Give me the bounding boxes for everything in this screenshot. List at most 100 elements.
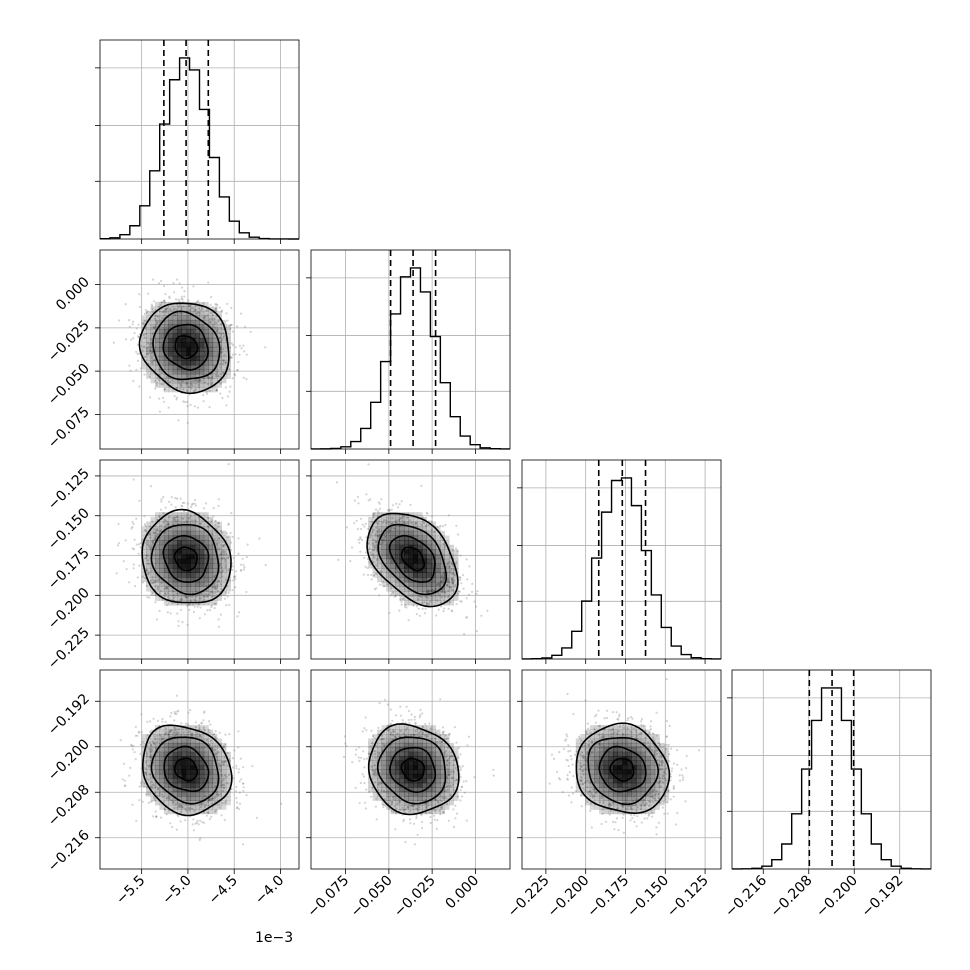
density-cell [217,572,222,578]
sample-point [460,582,463,585]
density-cell [146,787,151,792]
sample-point [140,344,143,347]
sample-point [444,523,447,527]
density-cell [395,782,400,788]
sample-point [219,382,222,385]
density-cell [168,355,174,361]
density-cell [177,595,182,601]
density-cell [208,800,214,806]
density-cell [408,734,414,739]
sample-point [148,532,151,535]
sample-point [631,808,634,811]
density-cell [168,346,174,352]
sample-point [169,728,173,732]
density-cell [150,747,156,753]
sample-point [128,581,131,584]
sample-point [145,311,148,314]
density-cell [650,742,656,748]
density-cell [395,554,400,560]
density-cell [159,747,165,753]
sample-point [441,589,444,592]
density-cell [190,306,196,312]
sample-point [136,335,140,338]
sample-point [441,744,444,747]
sample-point [593,794,596,797]
density-cell [390,577,396,583]
sample-point [160,737,163,741]
sample-point [188,308,192,311]
density-cell [150,782,156,788]
sample-point [198,386,201,389]
density-cell [190,333,196,339]
density-cell [155,333,160,339]
sample-point [209,591,212,594]
sample-point [558,751,561,754]
density-cell [399,544,405,550]
density-cell [221,756,227,761]
sample-point [647,814,650,817]
sample-point [226,752,229,755]
sample-point [214,744,217,747]
sample-point [439,581,442,585]
sample-point [459,753,462,756]
sample-point [550,753,554,756]
density-cell [177,315,182,321]
sample-point [229,579,232,582]
sample-point [370,573,373,577]
sample-point [630,726,633,729]
density-cell [659,756,665,761]
density-cell [168,387,174,393]
sample-point [205,738,209,742]
sample-point [208,720,211,723]
sample-point [586,722,590,725]
sample-point [156,738,159,741]
sample-point [665,801,669,804]
sample-point [566,778,569,781]
sample-point [452,763,456,767]
density-cell [141,742,147,748]
sample-point [625,801,628,804]
sample-point [211,797,214,800]
density-cell [449,769,454,775]
sample-point [124,784,127,787]
sample-point [145,569,148,573]
density-cell [177,306,182,312]
sample-point [442,572,445,575]
sample-point [151,578,155,581]
density-cell [613,725,618,730]
density-cell [372,782,378,788]
sample-point [148,525,151,528]
density-cell [444,742,450,748]
density-cell [150,572,156,578]
density-cell [640,787,646,792]
density-cell [381,773,387,779]
sample-point [195,821,199,824]
sample-point [230,549,233,552]
density-cell [155,765,160,770]
sample-point [222,551,226,554]
density-cell [203,333,209,339]
sample-point [454,766,457,770]
sample-point [143,785,146,788]
sample-point [667,789,670,793]
sample-point [582,769,585,772]
density-cell [217,586,222,592]
sample-point [168,730,171,734]
density-cell [431,563,436,569]
sample-point [211,519,214,522]
sample-point [137,323,140,326]
density-cell [208,346,214,352]
density-cell [217,577,222,583]
sample-point [144,767,147,770]
density-cell [603,734,609,739]
density-cell [372,535,378,541]
sample-point [378,702,381,705]
density-cell [217,369,222,375]
sample-point [213,582,216,585]
density-cell [580,782,586,788]
sample-point [644,729,647,732]
sample-point [173,308,176,311]
sample-point [614,821,617,824]
density-cell [141,782,147,788]
sample-point [177,519,180,522]
